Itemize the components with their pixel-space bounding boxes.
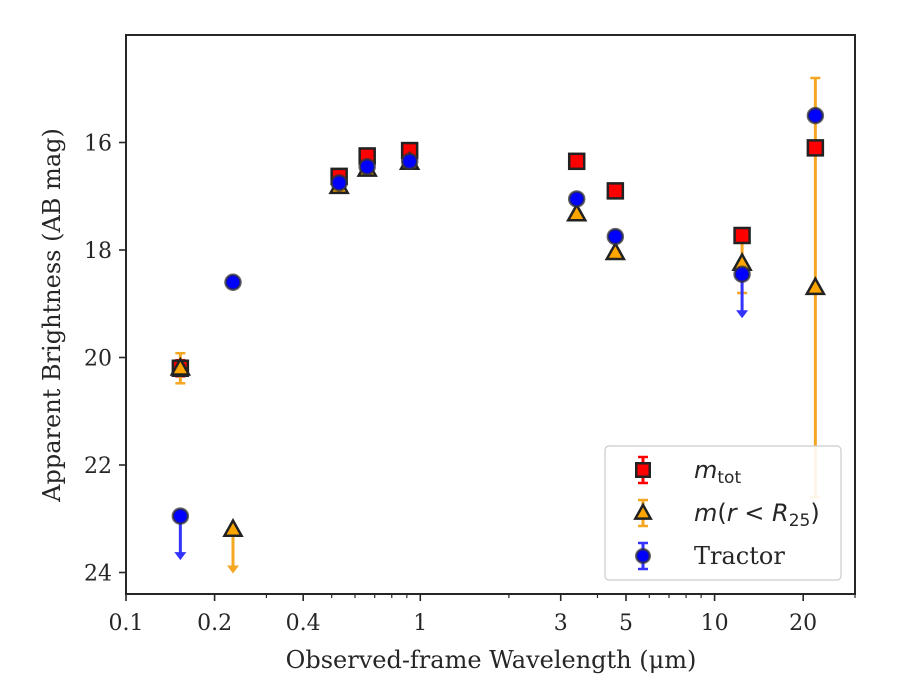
legend-marker-0	[635, 462, 651, 478]
x-tick-label-6: 10	[701, 611, 729, 636]
upper-limit-point-1-0	[222, 517, 244, 538]
y-tick-label-4: 24	[84, 562, 112, 587]
series-markers-0	[171, 139, 825, 377]
point-2-6	[806, 106, 825, 125]
legend-label-0: mtot	[694, 456, 741, 488]
axes: 0.1 0.2 0.4 1 3 5 10 20 16 18 20 22 24	[84, 34, 856, 636]
point-1-5	[604, 241, 627, 261]
point-2-1	[330, 174, 348, 192]
point-2-4	[567, 190, 586, 208]
x-tick-label-2: 0.4	[286, 611, 321, 636]
point-1-4	[566, 202, 588, 222]
y-tick-label-2: 20	[84, 347, 112, 372]
y-tick-label-3: 22	[84, 454, 112, 479]
x-tick-label-0: 0.1	[109, 611, 144, 636]
point-0-5	[606, 182, 625, 200]
legend-entry-1: m(r < R25)	[633, 498, 820, 531]
plot-area	[169, 76, 827, 574]
x-tick-label-4: 3	[554, 611, 568, 636]
x-tick-label-7: 20	[789, 611, 817, 636]
series-0	[175, 143, 821, 378]
point-2-0	[224, 273, 242, 291]
legend-label-1: m(r < R25)	[694, 499, 820, 531]
y-axis-label: Apparent Brightness (AB mag)	[38, 128, 66, 503]
legend-box	[604, 445, 842, 581]
legend: mtot m(r < R25) Tractor	[604, 445, 842, 581]
legend-marker-1	[633, 502, 653, 520]
x-tick-label-3: 1	[413, 611, 427, 636]
upper-limit-point-2-0	[171, 507, 190, 525]
point-0-7	[806, 139, 825, 157]
point-1-0	[169, 356, 192, 376]
point-0-4	[567, 152, 586, 171]
plot-frame	[125, 34, 856, 595]
upper-limit-point-2-1	[733, 265, 751, 283]
point-2-3	[400, 152, 419, 171]
x-tick-label-5: 5	[619, 611, 633, 636]
legend-label-2: Tractor	[694, 542, 785, 570]
legend-entry-2: Tractor	[635, 541, 785, 571]
point-2-5	[606, 227, 625, 246]
point-0-6	[733, 226, 751, 245]
x-tick-label-1: 0.2	[197, 611, 232, 636]
y-tick-label-1: 18	[84, 239, 112, 264]
y-tick-label-0: 16	[84, 132, 112, 157]
point-1-7	[804, 276, 827, 296]
legend-entry-0: mtot	[635, 455, 741, 488]
x-axis-label: Observed-frame Wavelength (μm)	[286, 646, 697, 674]
point-2-2	[358, 157, 376, 176]
series-markers-2	[171, 106, 825, 525]
legend-marker-2	[635, 548, 651, 564]
